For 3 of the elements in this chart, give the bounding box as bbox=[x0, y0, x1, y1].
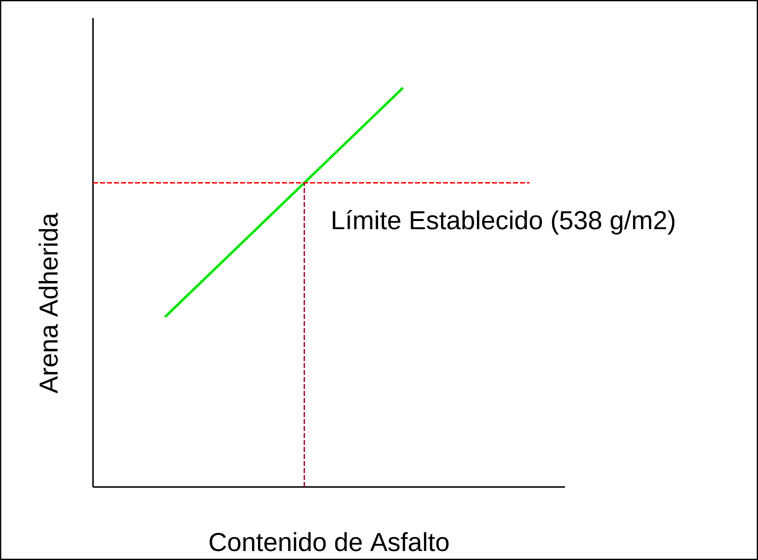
y-axis-title: Arena Adherida bbox=[38, 212, 58, 394]
ref-line-label: Límite Establecido (538 g/m2) bbox=[332, 210, 674, 235]
x-axis-title: Contenido de Asfalto bbox=[210, 532, 449, 552]
